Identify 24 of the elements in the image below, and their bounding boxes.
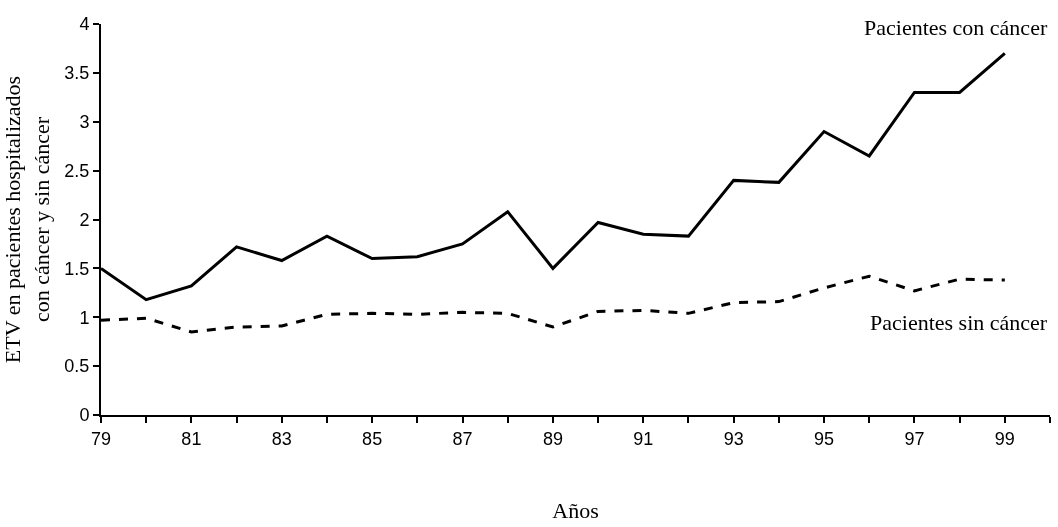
y-tick-label: 1 bbox=[79, 307, 90, 328]
x-tick-label: 95 bbox=[814, 428, 835, 449]
y-tick-label: 0 bbox=[79, 405, 90, 426]
y-tick-label: 2.5 bbox=[64, 160, 90, 181]
x-axis-title: Años bbox=[552, 498, 599, 523]
x-tick-label: 91 bbox=[633, 428, 654, 449]
x-tick-label: 87 bbox=[452, 428, 473, 449]
x-tick-label: 83 bbox=[271, 428, 292, 449]
y-tick-label: 1.5 bbox=[64, 258, 90, 279]
x-tick-label: 79 bbox=[90, 428, 112, 449]
x-tick-label: 93 bbox=[723, 428, 744, 449]
y-tick-label: 4 bbox=[79, 14, 90, 35]
x-tick-label: 81 bbox=[181, 428, 202, 449]
series-label: Pacientes sin cáncer bbox=[870, 310, 1048, 335]
x-tick-label: 97 bbox=[904, 428, 925, 449]
y-tick-label: 3 bbox=[79, 112, 90, 133]
text: Pacientes con cáncer bbox=[864, 15, 1048, 40]
x-tick-label: 99 bbox=[994, 428, 1015, 449]
y-tick-label: 0.5 bbox=[64, 356, 90, 377]
y-tick-label: 3.5 bbox=[64, 63, 90, 84]
x-tick-label: 89 bbox=[542, 428, 563, 449]
x-tick-label: 85 bbox=[362, 428, 383, 449]
y-axis-title: ETV en pacientes hospitalizados con cáncer y sin cáncer bbox=[0, 75, 54, 364]
y-tick-label: 2 bbox=[79, 209, 90, 230]
